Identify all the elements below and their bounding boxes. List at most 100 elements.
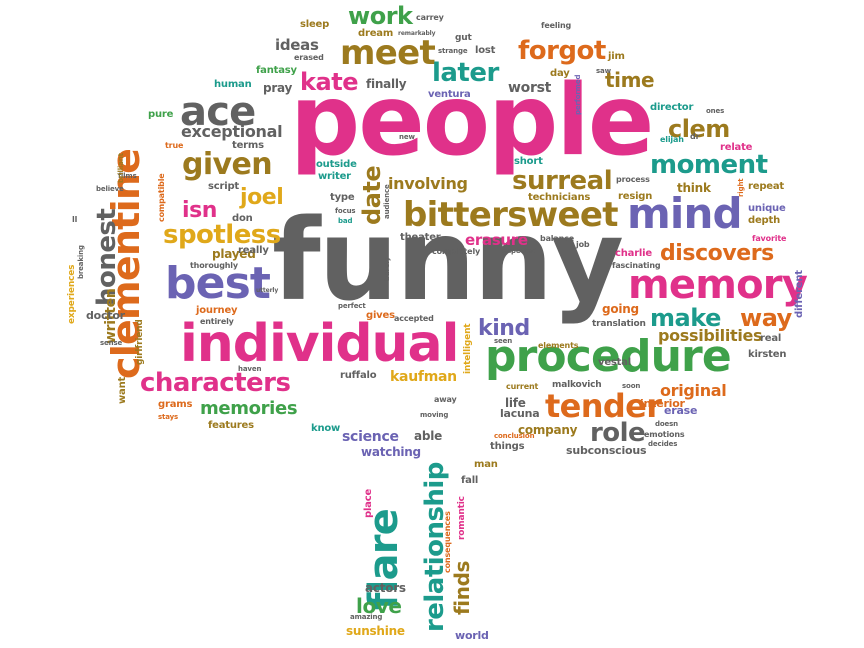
word-lacuna: lacuna xyxy=(500,407,540,420)
word-moment: moment xyxy=(650,150,768,180)
word-technicians: technicians xyxy=(528,192,591,203)
word-believe: believe xyxy=(96,185,124,193)
word-features: features xyxy=(208,420,254,431)
word-doesn: doesn xyxy=(655,420,679,428)
word-fantasy: fantasy xyxy=(256,65,297,76)
word-resign: resign xyxy=(618,191,653,202)
word-process: process xyxy=(616,175,650,184)
word-funny: funny xyxy=(272,196,624,326)
word-conclusion: conclusion xyxy=(494,432,535,440)
word-girlfriend: girlfriend xyxy=(135,318,145,365)
word-want: want xyxy=(117,376,128,404)
word-brilliant: brilliant xyxy=(117,152,125,183)
word-sleep: sleep xyxy=(300,19,330,30)
word-grams: grams xyxy=(158,399,193,410)
word-bad: bad xyxy=(338,217,353,225)
word-strange: strange xyxy=(438,47,468,55)
word-know: know xyxy=(311,423,341,434)
word-day: day xyxy=(550,68,570,79)
word-balance: balance xyxy=(540,234,575,243)
word-kate: kate xyxy=(300,68,358,96)
word-compatible: compatible xyxy=(157,173,166,222)
word-erase: erase xyxy=(664,404,698,417)
word-individual: individual xyxy=(180,314,459,374)
word-decides: decides xyxy=(648,440,678,448)
word-procedure: procedure xyxy=(485,331,732,382)
word-memory: memory xyxy=(628,262,808,308)
word-ruffalo: ruffalo xyxy=(340,370,377,381)
word-way: way xyxy=(740,304,792,332)
word-finally: finally xyxy=(366,77,407,91)
word-moving: moving xyxy=(420,411,449,419)
word-away: away xyxy=(434,395,457,404)
word-ventura: ventura xyxy=(428,89,471,100)
word-focus: focus xyxy=(335,207,356,215)
word-really: really xyxy=(238,245,269,256)
word-favorite: favorite xyxy=(752,234,787,243)
word-joel: joel xyxy=(240,185,284,210)
word-intelligent: intelligent xyxy=(463,324,473,375)
word-writer: writer xyxy=(318,171,351,182)
word-ace: ace xyxy=(180,89,256,135)
word-pray: pray xyxy=(263,81,293,95)
word-entirely: entirely xyxy=(200,317,234,326)
word-depth: depth xyxy=(748,215,780,226)
word-right: right xyxy=(737,178,745,198)
word-current: current xyxy=(506,382,539,391)
word-spotless: spotless xyxy=(163,220,281,250)
word-dr: dr xyxy=(690,132,700,141)
word-true: true xyxy=(165,141,184,150)
word-lost: lost xyxy=(475,45,496,56)
word-work: work xyxy=(348,2,413,30)
word-stays: stays xyxy=(158,413,179,421)
word-ll: ll xyxy=(72,215,78,224)
word-real: real xyxy=(760,333,782,344)
word-kirsten: kirsten xyxy=(748,349,787,360)
word-elijah: elijah xyxy=(660,135,684,144)
word-world: world xyxy=(455,629,489,642)
word-type: type xyxy=(330,192,355,203)
word-surreal: surreal xyxy=(512,166,613,196)
word-clem: clem xyxy=(668,115,730,143)
word-barely: barely xyxy=(383,257,391,282)
word-job: job xyxy=(576,240,590,249)
word-don: don xyxy=(232,213,253,224)
word-doctor: doctor xyxy=(86,309,125,322)
word-outside: outside xyxy=(316,159,357,170)
word-subconscious: subconscious xyxy=(566,444,647,457)
word-tender: tender xyxy=(545,387,662,425)
word-translation: translation xyxy=(592,319,646,329)
word-characters: characters xyxy=(140,368,291,398)
word-new: new xyxy=(399,133,415,141)
word-later: later xyxy=(432,58,499,88)
word-different: different xyxy=(794,269,805,318)
word-ideas: ideas xyxy=(275,36,319,54)
word-mind: mind xyxy=(627,189,743,238)
word-erasure: erasure xyxy=(465,231,528,249)
word-script: script xyxy=(208,181,239,192)
word-involving: involving xyxy=(388,174,468,193)
word-kaufman: kaufman xyxy=(390,369,457,385)
word-sense: sense xyxy=(100,339,123,347)
word-carrey: carrey xyxy=(416,13,444,22)
word-date: date xyxy=(358,165,386,225)
word-life: life xyxy=(505,396,526,410)
word-fascinating: fascinating xyxy=(612,261,661,270)
word-played: played xyxy=(212,247,256,261)
word-love: love xyxy=(356,594,402,618)
word-possibilities: possibilities xyxy=(658,326,763,345)
word-role: role xyxy=(590,418,646,448)
word-fall: fall xyxy=(461,475,479,486)
word-breaking: breaking xyxy=(77,244,85,279)
word-meet: meet xyxy=(340,33,436,73)
word-able: able xyxy=(414,429,442,443)
word-kind: kind xyxy=(478,316,530,341)
word-emotions: emotions xyxy=(644,430,685,439)
word-original: original xyxy=(660,381,727,400)
word-accepted: accepted xyxy=(394,314,434,323)
word-exceptional: exceptional xyxy=(181,122,283,141)
word-performed: performed xyxy=(574,74,582,115)
word-best: best xyxy=(165,258,271,309)
word-watching: watching xyxy=(361,445,421,459)
